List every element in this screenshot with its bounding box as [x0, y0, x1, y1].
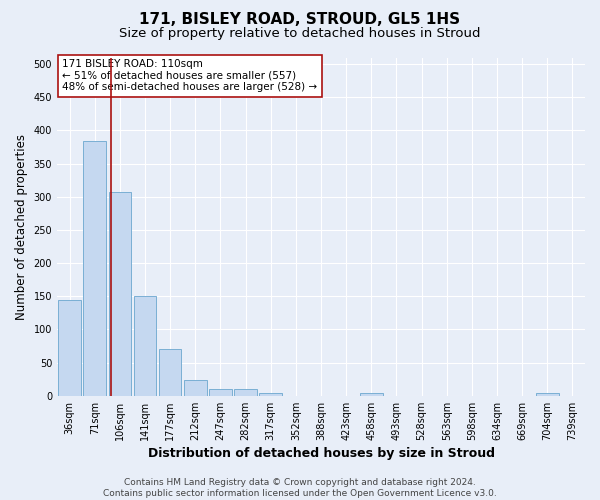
X-axis label: Distribution of detached houses by size in Stroud: Distribution of detached houses by size …	[148, 447, 494, 460]
Bar	[184, 380, 206, 396]
Bar	[536, 392, 559, 396]
Bar	[159, 348, 181, 396]
Bar	[360, 392, 383, 396]
Bar	[259, 393, 282, 396]
Bar	[209, 389, 232, 396]
Text: Contains HM Land Registry data © Crown copyright and database right 2024.
Contai: Contains HM Land Registry data © Crown c…	[103, 478, 497, 498]
Bar	[83, 141, 106, 396]
Text: 171 BISLEY ROAD: 110sqm
← 51% of detached houses are smaller (557)
48% of semi-d: 171 BISLEY ROAD: 110sqm ← 51% of detache…	[62, 59, 317, 92]
Bar	[58, 300, 81, 396]
Text: Size of property relative to detached houses in Stroud: Size of property relative to detached ho…	[119, 28, 481, 40]
Bar	[134, 296, 157, 396]
Bar	[234, 389, 257, 396]
Y-axis label: Number of detached properties: Number of detached properties	[15, 134, 28, 320]
Bar	[109, 192, 131, 396]
Text: 171, BISLEY ROAD, STROUD, GL5 1HS: 171, BISLEY ROAD, STROUD, GL5 1HS	[139, 12, 461, 28]
